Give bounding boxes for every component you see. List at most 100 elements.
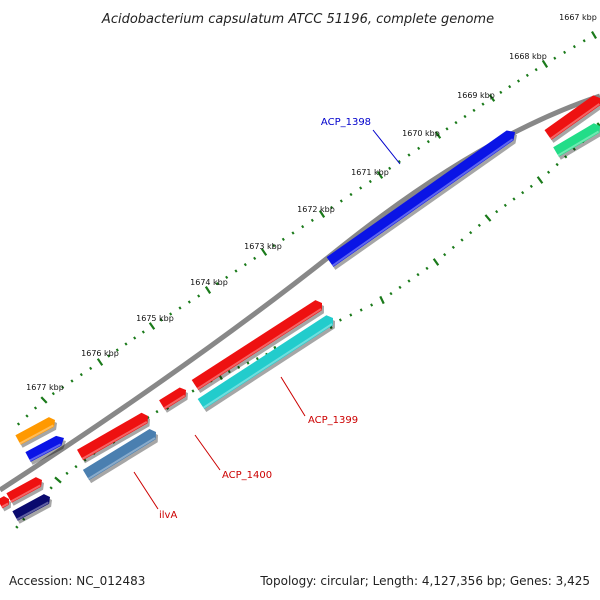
- outer-tick: [407, 153, 411, 157]
- outer-tick: [525, 73, 529, 77]
- outer-tick: [281, 237, 285, 241]
- inner-tick: [521, 191, 525, 195]
- outer-tick: [96, 358, 104, 366]
- inner-tick: [191, 389, 195, 393]
- inner-tick: [451, 245, 455, 249]
- inner-tick: [407, 279, 411, 283]
- outer-tick: [115, 348, 119, 352]
- inner-tick: [49, 486, 53, 490]
- gene-left-navy: [12, 494, 52, 524]
- tick-label: 1676 kbp: [81, 349, 119, 358]
- outer-tick: [508, 85, 512, 89]
- outer-tick: [301, 225, 305, 229]
- outer-tick: [359, 186, 363, 190]
- inner-tick: [237, 365, 241, 369]
- inner-tick: [416, 273, 420, 277]
- outer-tick: [454, 121, 458, 125]
- inner-tick: [536, 176, 544, 184]
- inner-tick: [65, 471, 69, 475]
- inner-tick: [596, 122, 600, 128]
- inner-tick: [503, 203, 507, 207]
- gene-label-text: ACP_1399: [308, 415, 358, 426]
- outer-tick: [107, 354, 111, 358]
- gene-upper-right-red: [544, 95, 600, 143]
- outer-tick: [40, 396, 48, 404]
- tick-label: 1672 kbp: [297, 205, 335, 214]
- gene-label-text: ACP_1398: [321, 117, 371, 128]
- gene-ilva-steelblue: [82, 429, 158, 484]
- inner-tick: [546, 170, 551, 174]
- gene-label-text: ACP_1400: [222, 470, 272, 481]
- inner-tick: [74, 465, 78, 469]
- outer-tick: [349, 192, 353, 197]
- gene-acp1399-red: [191, 300, 324, 393]
- gene-label-acp_1399: ACP_1399: [280, 376, 358, 426]
- outer-tick: [388, 166, 392, 170]
- gene-features: [0, 95, 600, 524]
- tick-label: 1667 kbp: [559, 13, 597, 22]
- outer-tick: [499, 90, 503, 94]
- inner-tick: [255, 357, 259, 361]
- outer-tick: [488, 94, 496, 102]
- inner-tick: [555, 162, 559, 167]
- outer-tick: [318, 210, 326, 218]
- outer-tick: [89, 366, 93, 370]
- outer-tick: [16, 422, 21, 426]
- inner-tick: [398, 285, 402, 289]
- tick-label: 1675 kbp: [136, 314, 174, 323]
- outer-tick: [178, 306, 182, 310]
- outer-tick: [291, 231, 295, 235]
- inner-tick: [460, 238, 464, 242]
- outer-tick: [215, 282, 219, 286]
- outer-tick: [253, 256, 257, 260]
- inner-tick: [349, 313, 353, 317]
- tick-label: 1677 kbp: [26, 383, 64, 392]
- outer-tick: [234, 269, 238, 273]
- outer-tick: [516, 79, 521, 83]
- tick-label: 1673 kbp: [244, 242, 282, 251]
- outer-tick: [330, 205, 334, 210]
- inner-tick: [443, 253, 447, 257]
- tick-label: 1668 kbp: [509, 52, 547, 61]
- accession-text: Accession: NC_012483: [9, 574, 146, 588]
- gene-label-text: ilvA: [159, 510, 177, 521]
- outer-tick: [417, 146, 421, 150]
- gene-label-ilva: ilvA: [133, 471, 177, 521]
- gene-left-blue: [25, 435, 66, 465]
- tick-label: 1669 kbp: [457, 91, 495, 100]
- outer-tick: [426, 140, 430, 144]
- inner-tick: [155, 410, 159, 414]
- gene-acp1398: [326, 130, 517, 270]
- outer-tick: [534, 68, 538, 72]
- inner-tick: [484, 214, 492, 222]
- gene-acp1400: [159, 387, 188, 413]
- gene-label-acp_1400: ACP_1400: [194, 434, 272, 481]
- inner-tick: [512, 197, 516, 201]
- outer-tick: [445, 127, 449, 131]
- gene-acp1399-cyan: [197, 315, 335, 412]
- tick-label: 1670 kbp: [402, 129, 440, 138]
- gene-labels: ACP_1398 ACP_1399 ACP_1400 ilvA: [133, 117, 401, 521]
- tick-label: 1671 kbp: [351, 168, 389, 177]
- inner-tick: [54, 476, 62, 484]
- inner-tick: [22, 517, 26, 521]
- outer-tick: [124, 342, 128, 346]
- inner-tick: [469, 231, 473, 235]
- inner-tick: [389, 292, 393, 296]
- inner-tick: [338, 318, 342, 322]
- inner-tick: [495, 210, 499, 214]
- inner-tick: [15, 525, 19, 529]
- gene-upper-left-orange: [15, 417, 57, 448]
- outer-tick: [79, 373, 83, 377]
- outer-tick: [368, 179, 372, 184]
- outer-tick: [472, 108, 476, 112]
- inner-tick: [246, 361, 250, 365]
- outer-tick: [376, 171, 384, 179]
- outer-tick: [25, 414, 29, 418]
- outer-tick: [225, 275, 229, 279]
- outer-tick: [582, 39, 586, 43]
- tick-labels: 1667 kbp 1668 kbp 1669 kbp 1670 kbp 1671 kbp…: [26, 13, 597, 392]
- outer-tick: [187, 300, 191, 304]
- outer-tick: [563, 50, 567, 55]
- gene-lower-right-green: [553, 123, 600, 160]
